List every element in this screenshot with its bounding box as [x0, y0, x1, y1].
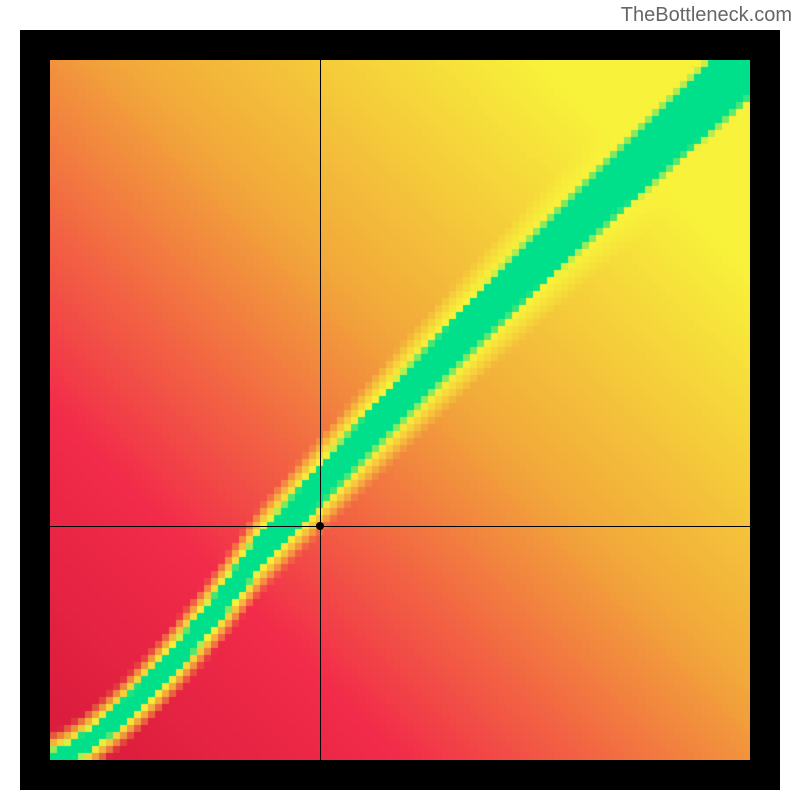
- crosshair-horizontal: [50, 526, 750, 527]
- chart-outer-frame: [20, 30, 780, 790]
- marker-dot: [316, 522, 324, 530]
- heatmap-canvas: [50, 60, 750, 760]
- heatmap-plot-area: [50, 60, 750, 760]
- watermark-text: TheBottleneck.com: [621, 4, 792, 27]
- chart-container: TheBottleneck.com: [0, 0, 800, 800]
- crosshair-vertical: [320, 60, 321, 760]
